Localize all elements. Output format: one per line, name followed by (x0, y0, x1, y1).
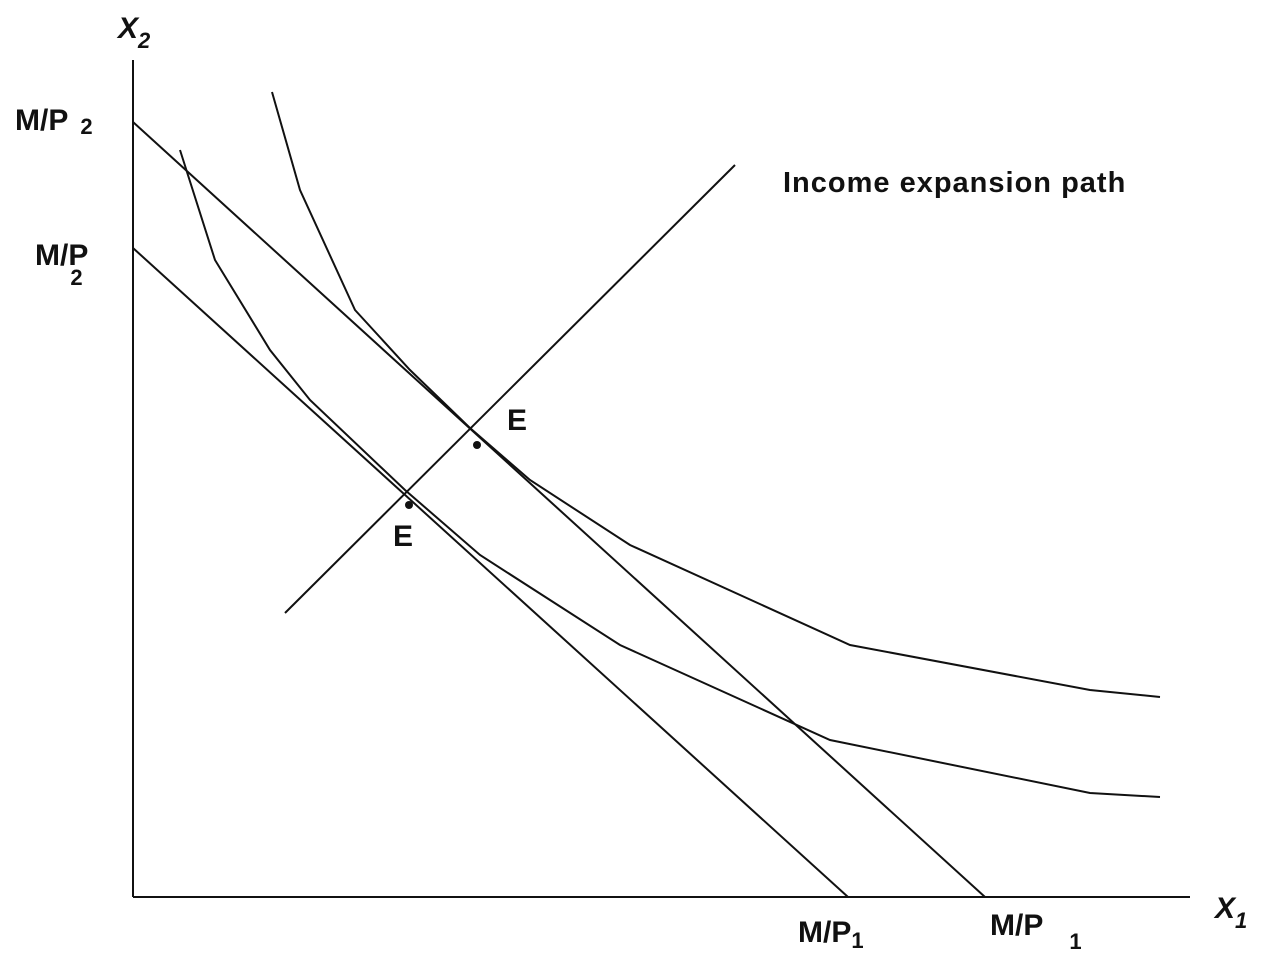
y-intercept-outer: M/P 2 (15, 104, 93, 139)
y-intercept-inner: M/P 2 (35, 239, 88, 290)
budget-line-inner (132, 247, 849, 898)
point-label: E (507, 404, 527, 437)
indifference-curve-upper (271, 91, 1161, 698)
x-intercept-inner: M/P1 (798, 916, 864, 953)
point-label: E (393, 520, 413, 553)
path-label: Income expansion path (783, 167, 1126, 199)
point-e (405, 501, 413, 509)
budget-line-outer (132, 121, 986, 898)
y-axis-label: X2 (116, 12, 151, 53)
expansion-path (284, 164, 736, 614)
indifference-curve-lower (179, 149, 1161, 798)
x-axis-label: X1 (1213, 892, 1247, 933)
x-intercept-outer: M/P 1 (990, 909, 1082, 954)
point-e (473, 441, 481, 449)
